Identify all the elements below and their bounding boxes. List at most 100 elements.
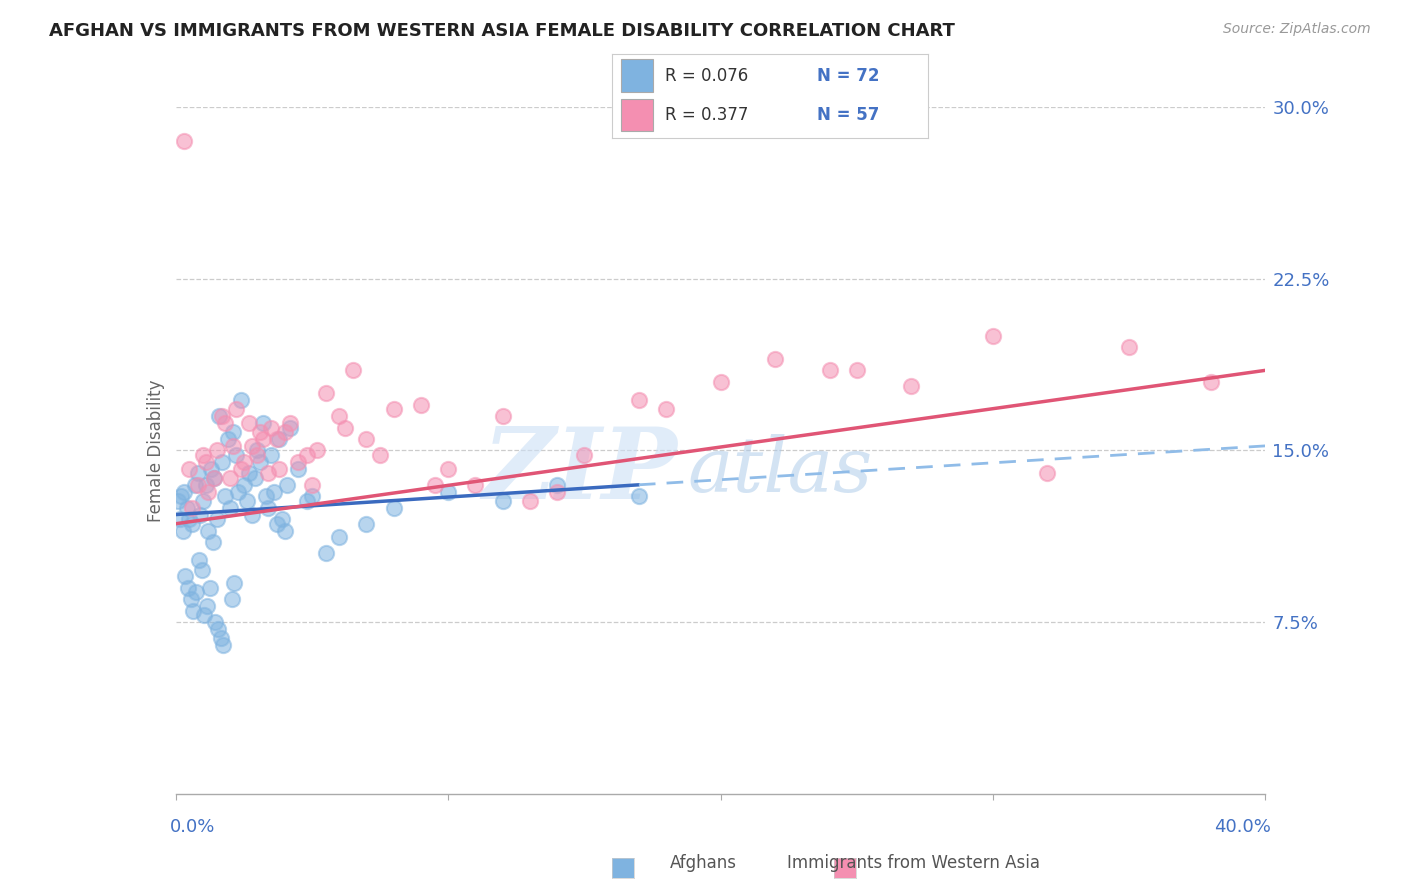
Point <box>356 432 378 446</box>
Point <box>263 484 285 499</box>
Point <box>211 409 233 424</box>
Point <box>181 500 204 515</box>
Point <box>187 553 209 567</box>
Point <box>274 524 297 538</box>
Text: ZIP: ZIP <box>482 423 678 519</box>
Point <box>249 455 271 469</box>
Point <box>278 416 301 430</box>
Point <box>763 351 786 366</box>
Text: atlas: atlas <box>688 434 873 508</box>
Point <box>276 478 298 492</box>
Point <box>197 524 219 538</box>
Point <box>198 581 221 595</box>
Point <box>195 599 218 614</box>
Point <box>183 604 205 618</box>
Point <box>173 484 195 499</box>
Point <box>900 379 922 393</box>
Point <box>194 455 217 469</box>
Point <box>179 512 201 526</box>
Text: Source: ZipAtlas.com: Source: ZipAtlas.com <box>1223 22 1371 37</box>
Text: R = 0.076: R = 0.076 <box>665 68 748 86</box>
Bar <box>621 60 652 92</box>
Point <box>181 516 204 531</box>
Point <box>981 329 1004 343</box>
Point <box>546 484 568 499</box>
Bar <box>621 99 652 131</box>
Point <box>287 455 309 469</box>
Point <box>269 462 291 476</box>
Point <box>232 478 254 492</box>
Point <box>186 478 209 492</box>
Point <box>328 531 350 545</box>
Point <box>252 432 274 446</box>
Point <box>167 493 190 508</box>
Point <box>342 363 364 377</box>
Text: 40.0%: 40.0% <box>1213 818 1271 836</box>
Point <box>260 420 283 434</box>
Point <box>179 462 201 476</box>
Text: Afghans: Afghans <box>669 855 737 872</box>
Point <box>224 576 246 591</box>
Point <box>1199 375 1222 389</box>
Point <box>190 562 212 576</box>
Point <box>172 524 194 538</box>
Point <box>231 393 253 408</box>
Point <box>202 471 225 485</box>
Text: N = 57: N = 57 <box>817 106 880 124</box>
Text: N = 72: N = 72 <box>817 68 880 86</box>
Point <box>176 500 198 515</box>
Point <box>710 375 733 389</box>
Point <box>174 569 197 583</box>
Point <box>231 462 253 476</box>
Y-axis label: Female Disability: Female Disability <box>146 379 165 522</box>
Point <box>243 471 266 485</box>
Point <box>409 398 432 412</box>
Point <box>186 585 208 599</box>
Point <box>655 402 678 417</box>
Point <box>246 443 269 458</box>
Point <box>214 489 236 503</box>
Point <box>464 478 486 492</box>
Point <box>382 500 405 515</box>
Text: R = 0.377: R = 0.377 <box>665 106 749 124</box>
Point <box>492 493 515 508</box>
Point <box>180 592 202 607</box>
Point <box>260 448 283 462</box>
Text: 0.0%: 0.0% <box>170 818 215 836</box>
Point <box>356 516 378 531</box>
Point <box>252 416 274 430</box>
Point <box>238 416 260 430</box>
Point <box>437 484 460 499</box>
Point <box>249 425 271 439</box>
Point <box>307 443 329 458</box>
Point <box>222 439 245 453</box>
Point <box>845 363 868 377</box>
Point <box>627 489 650 503</box>
Point <box>278 420 301 434</box>
Text: AFGHAN VS IMMIGRANTS FROM WESTERN ASIA FEMALE DISABILITY CORRELATION CHART: AFGHAN VS IMMIGRANTS FROM WESTERN ASIA F… <box>49 22 955 40</box>
Point <box>184 478 207 492</box>
Point <box>492 409 515 424</box>
Text: Immigrants from Western Asia: Immigrants from Western Asia <box>787 855 1040 872</box>
Point <box>519 493 541 508</box>
Point <box>382 402 405 417</box>
Point <box>257 500 280 515</box>
Point <box>274 425 297 439</box>
Point <box>209 631 232 645</box>
Point <box>228 484 250 499</box>
Point <box>423 478 446 492</box>
Point <box>208 409 231 424</box>
Point <box>204 615 226 630</box>
Point <box>301 489 323 503</box>
Point <box>219 500 242 515</box>
Point <box>219 471 242 485</box>
Point <box>328 409 350 424</box>
Point <box>235 493 257 508</box>
Point <box>188 508 211 522</box>
Point <box>437 462 460 476</box>
Point <box>627 393 650 408</box>
Point <box>193 608 215 623</box>
Point <box>197 484 219 499</box>
Point <box>173 135 195 149</box>
Point <box>315 386 337 401</box>
